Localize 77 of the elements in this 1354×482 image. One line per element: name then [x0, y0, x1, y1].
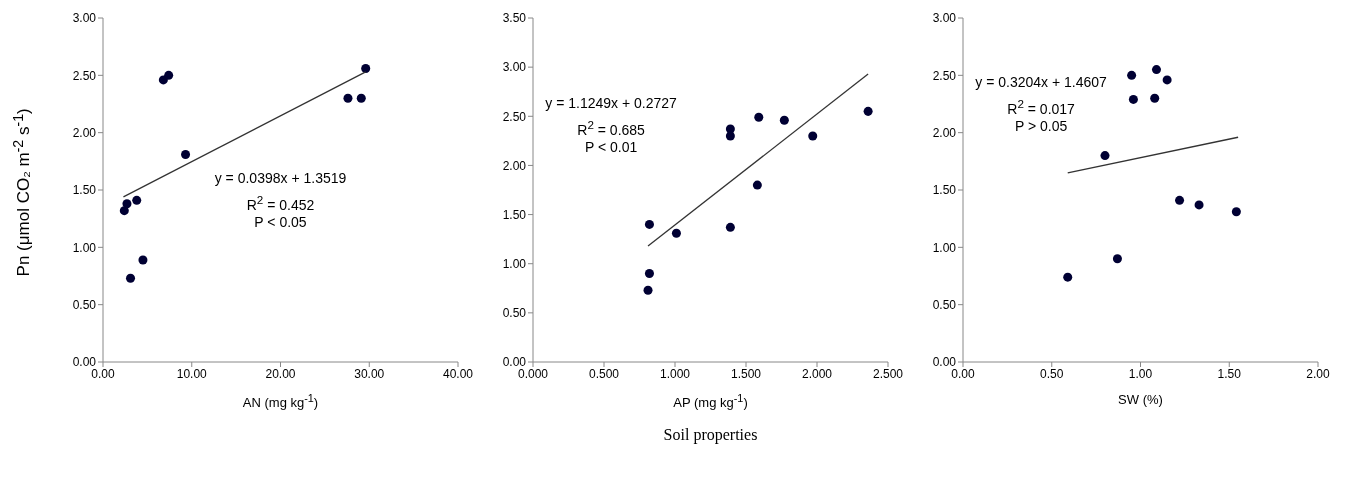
x-axis-title: SW (%)	[1117, 392, 1164, 407]
y-tick-label: 0.50	[72, 297, 97, 312]
point	[1175, 195, 1185, 205]
x-tick-label: 30.00	[354, 366, 385, 381]
point	[1112, 254, 1122, 264]
x-tick-label: 2.00	[1306, 366, 1330, 381]
y-tick-label: 2.50	[502, 109, 527, 124]
point	[1231, 207, 1241, 217]
x-axis-title: AP (mg kg$^{-1}$)	[672, 392, 749, 411]
point	[361, 63, 371, 73]
x-tick-label: 2.500	[872, 366, 904, 381]
point	[644, 269, 654, 279]
annotation: y = 0.0398x + 1.3519	[213, 169, 348, 188]
annotation: y = 1.1249x + 0.2727	[545, 94, 677, 111]
text: Soil properties	[662, 426, 759, 444]
y-tick-label: 3.00	[932, 11, 957, 26]
y-tick-label: 2.50	[72, 68, 97, 83]
point	[1128, 94, 1138, 104]
point	[122, 199, 132, 209]
point	[779, 115, 789, 125]
y-tick-label: 1.00	[72, 240, 97, 255]
y-tick-label: 2.00	[502, 158, 527, 173]
point	[725, 222, 735, 232]
point	[754, 112, 764, 122]
point	[752, 180, 762, 190]
point	[643, 285, 653, 295]
y-tick-label: 1.50	[502, 207, 527, 222]
y-tick-label: 0.50	[502, 306, 527, 321]
x-tick-label: 40.00	[442, 366, 474, 381]
annotation: P < 0.01	[583, 137, 639, 156]
point	[1063, 272, 1073, 282]
point	[138, 255, 148, 265]
x-tick-label: 1.500	[730, 366, 762, 381]
x-axis-title: AN (mg kg$^{-1}$)	[241, 392, 320, 411]
annotation: P > 0.05	[1014, 118, 1068, 135]
y-tick-label: 1.00	[932, 240, 957, 255]
x-tick-label: 1.50	[1217, 366, 1242, 381]
y-tick-label: 3.00	[502, 60, 527, 75]
point	[181, 149, 191, 159]
point	[164, 70, 174, 80]
point	[808, 131, 818, 141]
y-tick-label: 2.50	[932, 68, 957, 83]
y-tick-label: 2.00	[72, 125, 97, 140]
point	[725, 131, 735, 141]
point	[1151, 65, 1161, 75]
point	[343, 93, 353, 103]
x-tick-label: 0.50	[1040, 366, 1064, 381]
annotation: P < 0.05	[253, 213, 308, 232]
point	[1162, 75, 1172, 85]
y-tick-label: 1.00	[502, 256, 527, 271]
point	[1100, 151, 1110, 161]
point	[644, 219, 654, 229]
annotation: y = 0.3204x + 1.4607	[975, 74, 1107, 91]
point	[671, 228, 681, 238]
y-tick-label: 2.00	[932, 125, 957, 140]
y-tick-label: 0.50	[932, 297, 957, 312]
y-tick-label: 1.50	[72, 183, 97, 198]
point	[126, 273, 136, 283]
y-tick-label: 3.50	[502, 11, 527, 26]
annotation: R$^{2}$ = 0.685	[577, 117, 645, 138]
point	[1127, 70, 1137, 80]
x-tick-label: 2.000	[801, 366, 833, 381]
point	[119, 206, 129, 216]
x-tick-label: 1.000	[659, 366, 691, 381]
point	[1194, 200, 1204, 210]
x-tick-label: 1.00	[1128, 366, 1153, 381]
x-tick-label: 10.00	[176, 366, 208, 381]
point	[1150, 93, 1160, 103]
y-tick-label: 1.50	[932, 183, 957, 198]
x-tick-label: 0.500	[588, 366, 620, 381]
annotation: R$^{2}$ = 0.452	[245, 192, 316, 215]
point	[132, 195, 142, 205]
point	[863, 106, 873, 116]
annotation: R$^{2}$ = 0.017	[1006, 96, 1076, 118]
point	[356, 93, 366, 103]
y-tick-label: 3.00	[72, 11, 97, 26]
x-tick-label: 20.00	[265, 366, 296, 381]
